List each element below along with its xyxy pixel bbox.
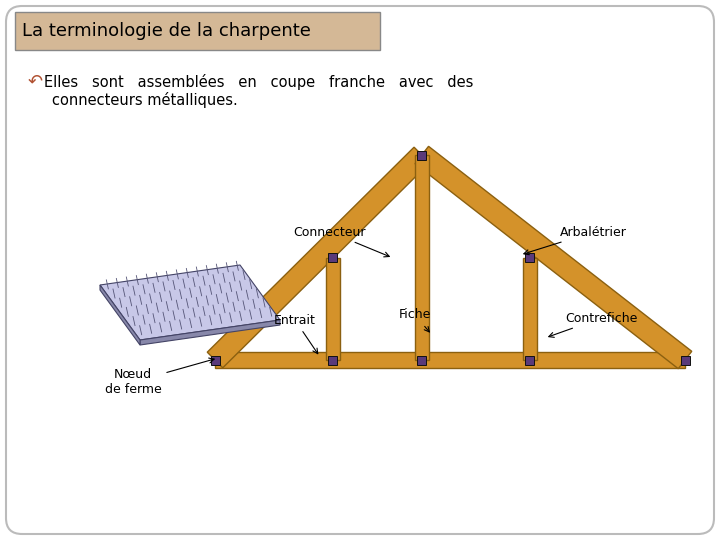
Bar [526,253,534,262]
Bar [418,151,426,159]
Text: Connecteur: Connecteur [294,226,390,257]
Text: Arbalétrier: Arbalétrier [524,226,627,255]
Polygon shape [523,258,537,360]
Bar [418,355,426,364]
Polygon shape [140,320,280,345]
Bar [328,253,337,262]
Text: Elles   sont   assemblées   en   coupe   franche   avec   des: Elles sont assemblées en coupe franche a… [44,74,473,90]
Polygon shape [207,147,430,368]
Polygon shape [215,352,685,368]
Text: connecteurs métalliques.: connecteurs métalliques. [52,92,238,108]
Polygon shape [325,258,340,360]
Bar [526,355,534,364]
Text: Contrefiche: Contrefiche [549,312,637,338]
FancyBboxPatch shape [15,12,380,50]
Polygon shape [100,265,280,340]
Text: Fiche: Fiche [399,308,431,332]
Bar [210,355,220,364]
FancyBboxPatch shape [6,6,714,534]
Polygon shape [415,146,692,369]
Text: Entrait: Entrait [274,314,318,354]
Text: La terminologie de la charpente: La terminologie de la charpente [22,22,311,40]
Polygon shape [415,155,429,360]
Bar [328,355,337,364]
Text: ↶: ↶ [28,73,43,91]
Polygon shape [100,285,140,345]
Bar [680,355,690,364]
Text: Nœud
de ferme: Nœud de ferme [104,358,214,396]
